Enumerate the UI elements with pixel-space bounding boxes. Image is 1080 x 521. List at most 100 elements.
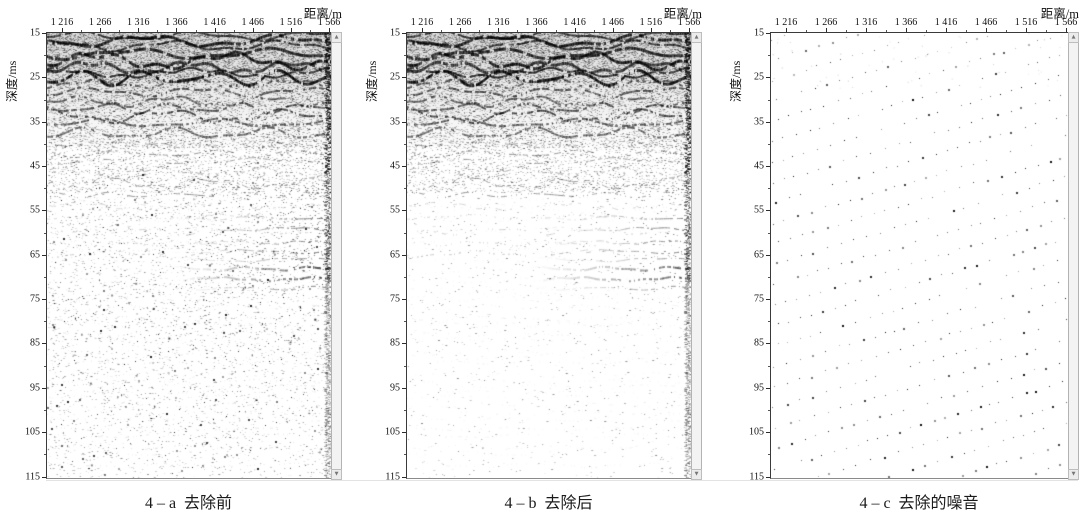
x-minor-tick-mark bbox=[441, 30, 443, 32]
y-tick-mark bbox=[42, 166, 46, 168]
y-minor-tick-mark bbox=[768, 276, 770, 278]
y-tick-label: 15 bbox=[30, 27, 40, 39]
panel-caption-4c: 4 – c 去除的噪音 bbox=[859, 495, 979, 512]
y-minor-tick-mark bbox=[404, 365, 406, 367]
x-minor-tick-mark bbox=[309, 30, 311, 32]
x-minor-tick-mark bbox=[846, 30, 847, 32]
y-minor-tick-mark bbox=[44, 276, 46, 278]
y-tick-mark bbox=[766, 254, 770, 256]
y-tick-mark bbox=[402, 33, 406, 34]
y-tick-label: 45 bbox=[754, 160, 764, 172]
panel-4c: 距离/m 深度/ms ▲ ▼ 4 – c 去除的噪音 1 216 1 266 1 3… bbox=[724, 0, 1080, 521]
scroll-down-icon[interactable]: ▼ bbox=[331, 469, 342, 480]
scroll-down-icon[interactable]: ▼ bbox=[1068, 469, 1079, 480]
y-tick-mark bbox=[42, 254, 46, 256]
y-tick-mark bbox=[402, 343, 406, 345]
y-tick-mark bbox=[42, 33, 46, 34]
x-tick-label: 1 316 bbox=[854, 17, 878, 28]
x-tick-label: 1 566 bbox=[317, 17, 341, 28]
y-minor-tick-mark bbox=[44, 99, 46, 101]
y-tick-label: 105 bbox=[25, 426, 40, 438]
y-tick-mark bbox=[42, 387, 46, 389]
x-minor-tick-mark bbox=[271, 30, 273, 32]
panel-caption-4a: 4 – a 去除前 bbox=[144, 495, 233, 512]
x-minor-tick-mark bbox=[81, 30, 83, 32]
x-tick-label: 1 366 bbox=[894, 17, 918, 28]
x-tick-label: 1 416 bbox=[934, 17, 958, 28]
x-tick-mark bbox=[826, 28, 827, 32]
scroll-up-icon[interactable]: ▲ bbox=[331, 32, 342, 43]
x-tick-mark bbox=[1066, 28, 1067, 32]
y-tick-mark bbox=[402, 210, 406, 212]
vertical-scrollbar[interactable]: ▲ ▼ bbox=[691, 32, 702, 480]
x-minor-tick-mark bbox=[926, 30, 927, 32]
y-tick-mark bbox=[42, 299, 46, 301]
panel-4b: 距离/m 深度/ms ▲ ▼ 4 – b 去除后 1 216 1 266 1 316… bbox=[360, 0, 720, 521]
y-tick-label: 95 bbox=[754, 382, 764, 394]
y-minor-tick-mark bbox=[768, 454, 770, 456]
x-tick-mark bbox=[62, 28, 63, 32]
y-tick-label: 55 bbox=[30, 204, 40, 216]
x-tick-label: 1 216 bbox=[410, 17, 434, 28]
x-tick-mark bbox=[786, 28, 787, 32]
x-tick-mark bbox=[290, 28, 292, 32]
y-tick-mark bbox=[766, 343, 770, 345]
y-tick-mark bbox=[42, 210, 46, 212]
y-tick-label: 95 bbox=[390, 382, 400, 394]
y-tick-label: 25 bbox=[30, 71, 40, 83]
y-tick-mark bbox=[42, 121, 46, 123]
x-tick-mark bbox=[946, 28, 947, 32]
vertical-scrollbar[interactable]: ▲ ▼ bbox=[1068, 32, 1079, 480]
y-tick-label: 105 bbox=[385, 426, 400, 438]
y-tick-label: 65 bbox=[390, 249, 400, 261]
x-tick-mark bbox=[986, 28, 987, 32]
y-tick-label: 15 bbox=[390, 27, 400, 39]
y-minor-tick-mark bbox=[404, 232, 406, 234]
x-minor-tick-mark bbox=[886, 30, 887, 32]
y-minor-tick-mark bbox=[768, 143, 770, 145]
x-tick-label: 1 266 bbox=[448, 17, 472, 28]
x-tick-label: 1 366 bbox=[525, 17, 548, 28]
x-tick-label: 1 366 bbox=[165, 17, 188, 28]
y-tick-label: 75 bbox=[754, 293, 764, 305]
scroll-up-icon[interactable]: ▲ bbox=[1068, 32, 1079, 43]
x-tick-mark bbox=[689, 28, 690, 32]
y-minor-tick-mark bbox=[44, 55, 46, 57]
seismic-plot-area-noise bbox=[770, 32, 1068, 479]
seismic-section-after-canvas bbox=[407, 33, 691, 478]
y-minor-tick-mark bbox=[44, 409, 46, 411]
scroll-down-icon[interactable]: ▼ bbox=[691, 469, 702, 480]
y-minor-tick-mark bbox=[404, 55, 406, 57]
y-tick-mark bbox=[766, 33, 770, 34]
y-minor-tick-mark bbox=[404, 321, 406, 323]
x-tick-label: 1 216 bbox=[774, 17, 798, 28]
x-tick-mark bbox=[536, 28, 538, 32]
x-minor-tick-mark bbox=[233, 30, 235, 32]
y-tick-label: 35 bbox=[390, 116, 400, 128]
x-tick-label: 1 316 bbox=[487, 17, 510, 28]
seismic-plot-area-after bbox=[406, 32, 691, 479]
y-minor-tick-mark bbox=[768, 188, 770, 190]
y-minor-tick-mark bbox=[404, 454, 406, 456]
scroll-up-icon[interactable]: ▲ bbox=[691, 32, 702, 43]
x-tick-mark bbox=[498, 28, 500, 32]
y-tick-mark bbox=[42, 476, 46, 478]
y-tick-label: 55 bbox=[390, 204, 400, 216]
x-minor-tick-mark bbox=[806, 30, 807, 32]
x-tick-label: 1 566 bbox=[677, 17, 701, 28]
x-axis-title: 距离/m bbox=[1040, 7, 1079, 21]
y-minor-tick-mark bbox=[44, 365, 46, 367]
y-tick-mark bbox=[766, 210, 770, 212]
x-tick-label: 1 516 bbox=[279, 17, 303, 28]
x-tick-label: 1 516 bbox=[639, 17, 663, 28]
x-tick-label: 1 516 bbox=[1014, 17, 1038, 28]
y-tick-label: 35 bbox=[754, 116, 764, 128]
y-minor-tick-mark bbox=[44, 232, 46, 234]
y-minor-tick-mark bbox=[404, 99, 406, 101]
y-tick-mark bbox=[402, 254, 406, 256]
y-minor-tick-mark bbox=[768, 365, 770, 367]
y-tick-mark bbox=[42, 432, 46, 434]
y-tick-label: 85 bbox=[30, 337, 40, 349]
vertical-scrollbar[interactable]: ▲ ▼ bbox=[331, 32, 342, 480]
x-minor-tick-mark bbox=[555, 30, 557, 32]
